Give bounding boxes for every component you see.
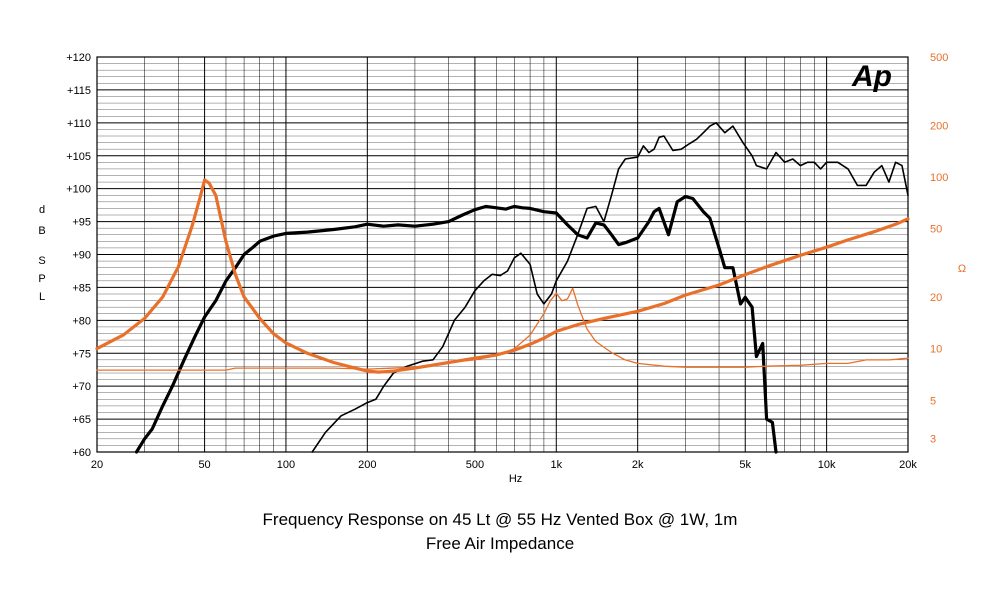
y-right-tick-label: 3: [930, 433, 936, 445]
y-left-tick-label: +105: [66, 151, 91, 163]
x-tick-label: 20: [91, 459, 103, 471]
series-layer: [95, 122, 910, 454]
x-tick-label: 500: [466, 459, 484, 471]
x-tick-label: 2k: [632, 459, 644, 471]
y-left-tick-label: +115: [67, 85, 91, 97]
y-left-tick-label: +60: [72, 447, 91, 459]
x-tick-label: 50: [198, 459, 210, 471]
y-left-tick-label: +85: [72, 282, 91, 294]
x-tick-label: 100: [277, 459, 295, 471]
ap-logo: Ap: [851, 60, 892, 93]
y-left-tick-label: +75: [72, 348, 91, 360]
y-left-tick-label: +100: [66, 184, 91, 196]
plot-frame: [96, 56, 909, 453]
y-right-tick-label: 5: [930, 395, 936, 407]
y-right-tick-label: 10: [930, 344, 942, 356]
y-right-axis-label: Ω: [958, 263, 966, 275]
y-left-axis-label: P: [38, 273, 45, 285]
series-line-4: [96, 287, 909, 371]
x-axis-label: Hz: [509, 473, 522, 485]
x-tick-label: 20k: [899, 459, 917, 471]
chart-title: Frequency Response on 45 Lt @ 55 Hz Vent…: [262, 510, 738, 529]
y-left-axis-label: B: [38, 225, 45, 237]
y-left-tick-label: +95: [72, 217, 91, 229]
series-line-1: [134, 195, 778, 454]
y-right-tick-label: 200: [930, 120, 948, 132]
y-left-tick-label: +110: [67, 118, 91, 130]
y-right-tick-label: 50: [930, 224, 942, 236]
x-tick-label: 10k: [818, 459, 836, 471]
x-tick-label: 5k: [739, 459, 751, 471]
y-left-tick-label: +80: [72, 315, 91, 327]
chart-subtitle: Free Air Impedance: [425, 534, 575, 553]
axis-labels: +120 +115 +110 +105 +100 +95 +90 +85 +80 +75 +70 +6…: [38, 52, 966, 485]
y-left-tick-label: +70: [72, 381, 91, 393]
y-right-tick-label: 100: [930, 172, 948, 184]
grid: [96, 56, 909, 453]
y-left-tick-label: +65: [72, 414, 91, 426]
y-right-tick-label: 20: [930, 292, 942, 304]
y-right-tick-label: 500: [930, 52, 948, 64]
y-left-axis-label: d: [39, 204, 45, 216]
y-left-tick-label: +90: [72, 250, 91, 262]
y-left-axis-label: L: [39, 291, 45, 303]
series-line-3: [95, 178, 910, 374]
y-left-tick-label: +120: [66, 52, 91, 64]
y-left-axis-label: S: [38, 255, 45, 267]
x-tick-label: 1k: [550, 459, 562, 471]
x-tick-label: 200: [358, 459, 376, 471]
series-line-2: [311, 122, 909, 453]
logo-text: Ap: [851, 60, 892, 93]
